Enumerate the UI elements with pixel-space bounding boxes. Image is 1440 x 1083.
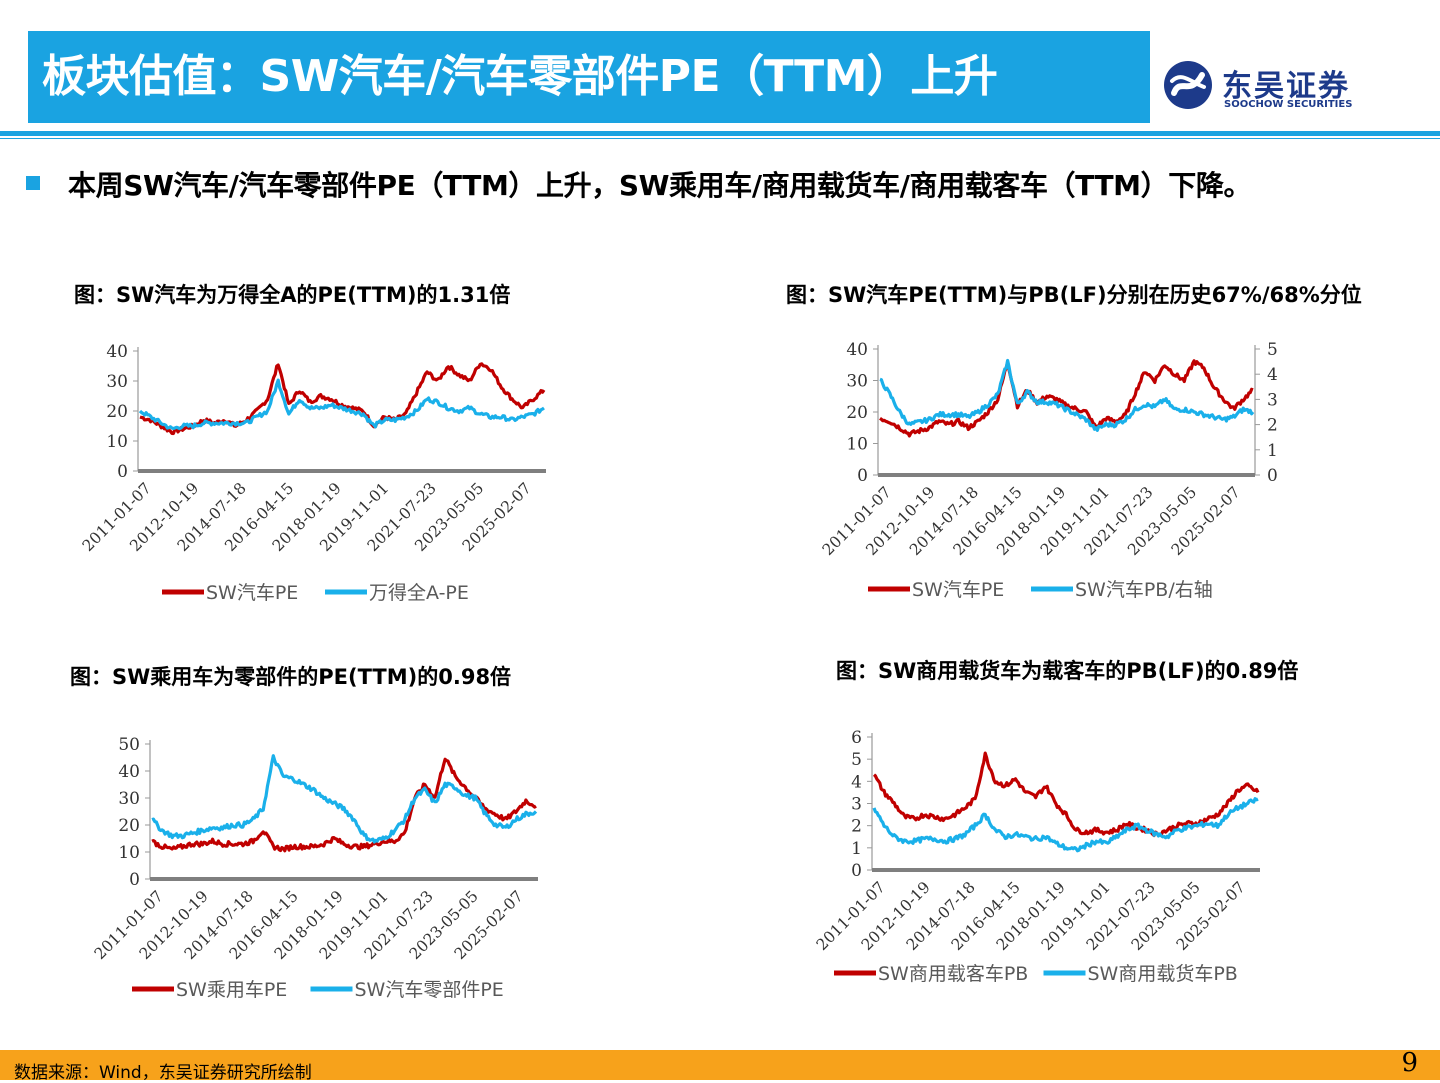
y-tick-label: 4	[851, 772, 862, 792]
y2-tick-label: 5	[1267, 340, 1278, 360]
y-tick-label: 10	[846, 435, 868, 455]
series-line-1	[139, 362, 546, 436]
y-tick-label: 30	[106, 372, 128, 392]
y2-tick-label: 2	[1267, 416, 1278, 436]
series-line-2	[872, 797, 1259, 853]
legend-label: SW汽车PB/右轴	[1075, 579, 1213, 601]
y-tick-label: 5	[851, 750, 862, 770]
chart-4-title: 图：SW商用载货车为载客车的PB(LF)的0.89倍	[836, 659, 1299, 683]
y2-tick-label: 1	[1267, 441, 1278, 461]
chart-passenger-vs-parts-pe: 010203040502011-01-072012-10-192014-07-1…	[91, 735, 538, 1001]
legend-label: SW商用载货车PB	[1088, 963, 1238, 985]
series-line-2	[151, 754, 538, 844]
y-tick-label: 0	[857, 466, 868, 486]
y-tick-label: 0	[117, 462, 128, 482]
series-line-2	[138, 378, 545, 431]
y-tick-label: 20	[106, 402, 128, 422]
y-tick-label: 10	[106, 432, 128, 452]
bullet-square-icon	[26, 176, 40, 190]
chart-3-title: 图：SW乘用车为零部件的PE(TTM)的0.98倍	[70, 665, 512, 689]
y-tick-label: 20	[118, 816, 140, 836]
y-tick-label: 0	[129, 870, 140, 890]
y-tick-label: 40	[106, 342, 128, 362]
y-tick-label: 50	[118, 735, 140, 755]
y-tick-label: 0	[851, 861, 862, 881]
footer-bar	[0, 1050, 1440, 1080]
page-title: 板块估值：SW汽车/汽车零部件PE（TTM）上升	[42, 51, 998, 102]
y2-tick-label: 4	[1267, 365, 1278, 385]
y-tick-label: 40	[846, 340, 868, 360]
y2-tick-label: 3	[1267, 390, 1278, 410]
chart-2-title: 图：SW汽车PE(TTM)与PB(LF)分别在历史67%/68%分位	[786, 283, 1362, 307]
logo-text-en: SOOCHOW SECURITIES	[1224, 99, 1353, 110]
y-tick-label: 30	[846, 372, 868, 392]
chart-sw-auto-pe-pb: 0102030400123452011-01-072012-10-192014-…	[819, 340, 1278, 601]
legend-label: SW商用载客车PB	[878, 963, 1028, 985]
page-number: 9	[1401, 1048, 1418, 1078]
series-line-2	[879, 358, 1255, 432]
logo-mark-icon	[1164, 61, 1212, 109]
series-line-1	[879, 359, 1254, 438]
legend-label: SW汽车零部件PE	[355, 979, 504, 1001]
y-tick-label: 3	[851, 795, 862, 815]
legend-label: SW乘用车PE	[176, 979, 287, 1001]
legend-label: 万得全A-PE	[369, 582, 469, 604]
y-tick-label: 10	[118, 843, 140, 863]
company-logo: 东吴证券 SOOCHOW SECURITIES	[1160, 55, 1370, 117]
summary-bullet: 本周SW汽车/汽车零部件PE（TTM）上升，SW乘用车/商用载货车/商用载客车（…	[68, 169, 1252, 202]
chart-truck-vs-bus-pb: 01234562011-01-072012-10-192014-07-18201…	[813, 728, 1260, 985]
y-tick-label: 1	[851, 839, 862, 859]
series-line-1	[151, 757, 537, 853]
chart-sw-auto-vs-allA-pe: 0102030402011-01-072012-10-192014-07-182…	[79, 342, 546, 604]
header-divider	[0, 131, 1440, 136]
chart-1-title: 图：SW汽车为万得全A的PE(TTM)的1.31倍	[74, 283, 511, 307]
title-bar	[28, 31, 1150, 123]
y-tick-label: 20	[846, 403, 868, 423]
y2-tick-label: 0	[1267, 466, 1278, 486]
y-tick-label: 2	[851, 817, 862, 837]
header-divider-thin	[0, 138, 1440, 139]
source-note: 数据来源：Wind，东吴证券研究所绘制	[14, 1063, 312, 1083]
legend-label: SW汽车PE	[912, 579, 1004, 601]
y-tick-label: 40	[118, 762, 140, 782]
y-tick-label: 30	[118, 789, 140, 809]
logo-text-cn: 东吴证券	[1222, 69, 1350, 104]
legend-label: SW汽车PE	[206, 582, 298, 604]
y-tick-label: 6	[851, 728, 862, 748]
